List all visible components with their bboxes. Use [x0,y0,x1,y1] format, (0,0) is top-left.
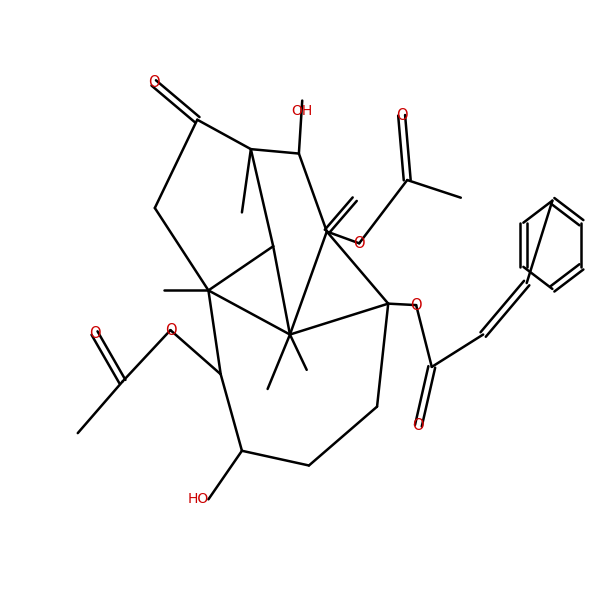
Text: HO: HO [187,493,208,506]
Text: OH: OH [292,104,313,118]
Text: O: O [164,323,176,338]
Text: O: O [410,298,422,313]
Text: O: O [353,236,365,251]
Text: O: O [413,418,424,433]
Text: O: O [396,108,407,123]
Text: O: O [89,326,100,341]
Text: O: O [148,76,160,91]
